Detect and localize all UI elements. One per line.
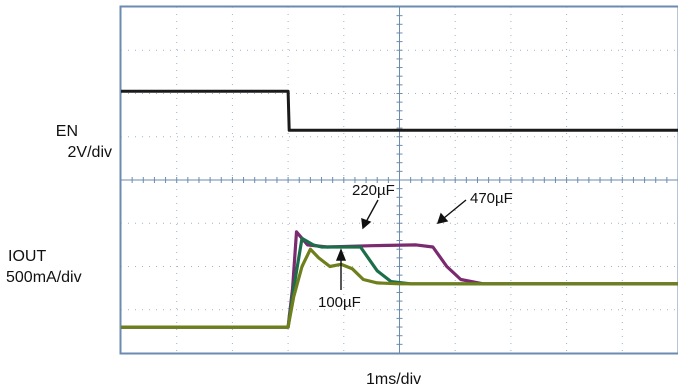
iout-label: IOUT [8, 248, 47, 265]
traces [121, 89, 678, 329]
annotation-470uF: 470µF [470, 190, 513, 207]
arrowhead-470uF [436, 212, 449, 224]
annotation-arrows [335, 199, 467, 290]
arrowhead-100uF [335, 248, 347, 261]
trace-100uF [121, 247, 678, 329]
arrowhead-220uF [361, 217, 372, 230]
annotation-100uF: 100µF [318, 294, 361, 311]
iout-scale-label: 500mA/div [6, 269, 82, 286]
annotation-220uF: 220µF [352, 182, 395, 199]
trace-en [121, 89, 678, 132]
grid [120, 6, 678, 354]
en-scale-label: 2V/div [67, 144, 112, 161]
x-axis-label: 1ms/div [366, 371, 422, 388]
en-label: EN [55, 123, 78, 140]
arrow-470uF [443, 199, 467, 219]
arrow-220uF [365, 199, 379, 223]
